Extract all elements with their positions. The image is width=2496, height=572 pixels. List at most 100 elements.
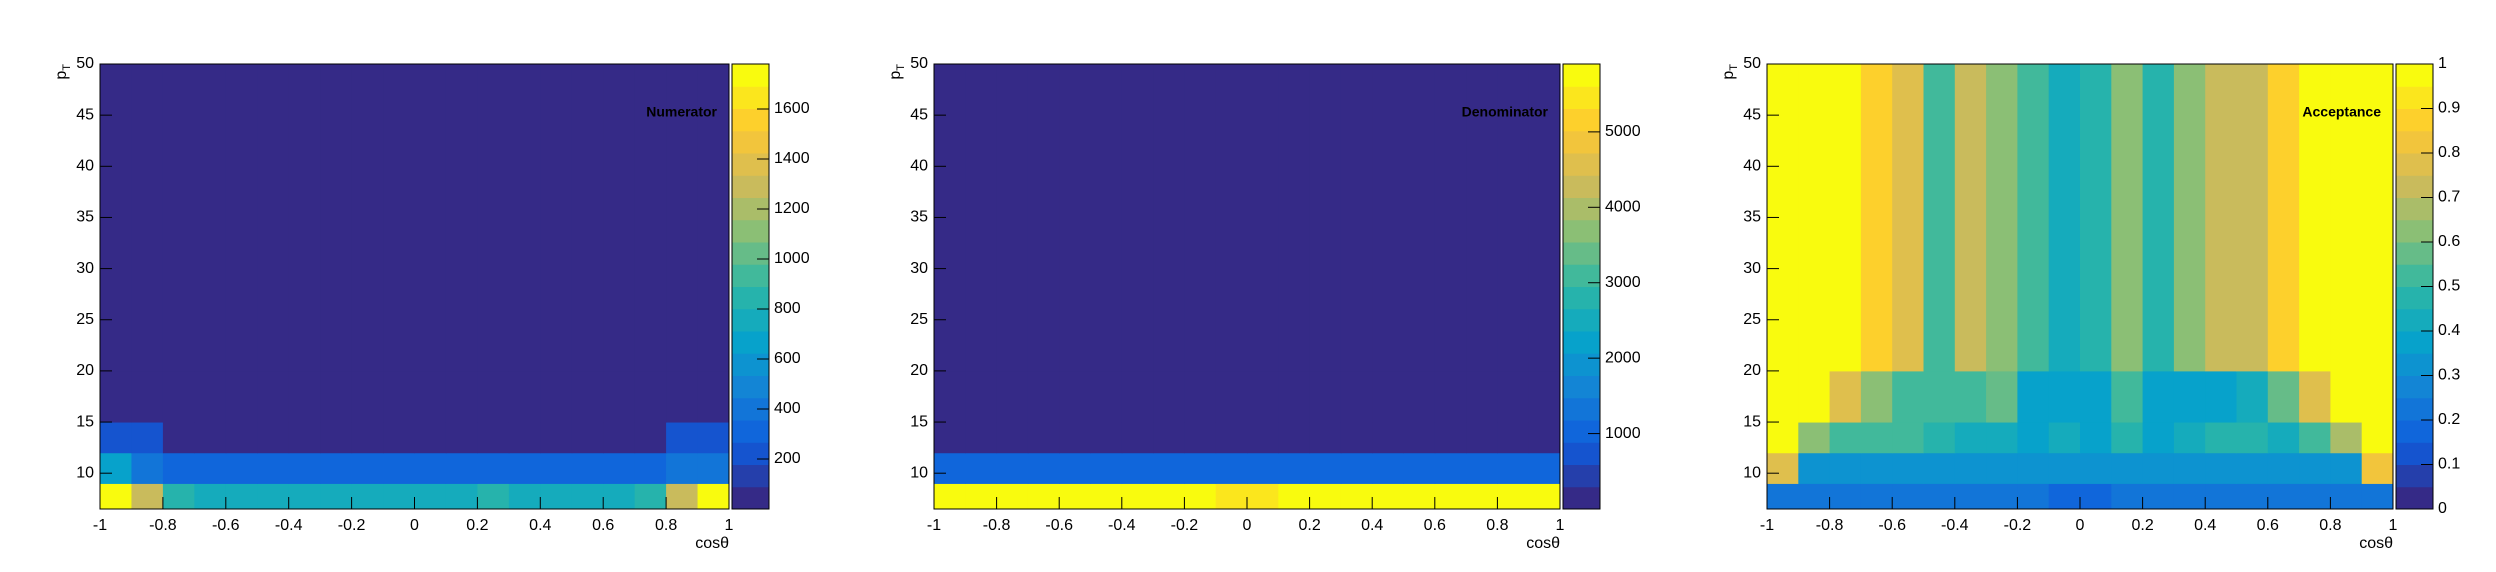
colorbar-band — [2396, 197, 2433, 221]
cell — [603, 452, 636, 484]
colorbar-band — [1563, 108, 1600, 132]
colorbar-band — [2396, 175, 2433, 198]
colorbar-band — [2396, 64, 2433, 87]
z-tick-label: 0.7 — [2438, 189, 2460, 206]
cell — [2330, 452, 2363, 484]
cell — [697, 370, 730, 423]
cell — [1954, 452, 1987, 484]
cell — [1372, 64, 1404, 372]
cell — [2330, 64, 2363, 372]
cell — [1215, 64, 1248, 372]
colorbar-band — [732, 286, 769, 310]
x-tick-label: 0.6 — [2257, 517, 2279, 534]
cell — [320, 452, 353, 484]
cell — [1340, 64, 1373, 372]
x-tick-label: -0.6 — [1045, 517, 1073, 534]
cell — [1829, 64, 1862, 372]
cell — [477, 483, 510, 510]
cell — [965, 370, 998, 423]
x-tick-label: -0.2 — [338, 517, 366, 534]
y-tick-label: 15 — [1743, 413, 1761, 430]
cell — [1860, 64, 1893, 372]
cell — [131, 483, 164, 510]
cell — [2080, 452, 2112, 484]
cell — [996, 370, 1029, 423]
cell — [666, 483, 699, 510]
colorbar-band — [2396, 108, 2433, 132]
x-tick-label: -0.8 — [149, 517, 177, 534]
y-tick-label: 30 — [910, 260, 928, 277]
x-tick-label: 0.6 — [592, 517, 614, 534]
cell — [414, 370, 447, 423]
cell — [1528, 452, 1561, 484]
y-tick-label: 40 — [910, 158, 928, 175]
colorbar-band — [2396, 242, 2433, 265]
x-tick-label: -1 — [927, 517, 941, 534]
cell — [1403, 452, 1436, 484]
cell — [2236, 64, 2269, 372]
cell — [2173, 370, 2206, 423]
y-axis-label-main: p — [887, 71, 904, 80]
cell — [1372, 370, 1404, 423]
colorbar-frame — [1562, 63, 1601, 510]
x-tick-label: -0.4 — [275, 517, 303, 534]
cell — [414, 64, 447, 372]
cell — [257, 422, 290, 454]
cell — [131, 370, 164, 423]
cell — [996, 64, 1029, 372]
x-tick-label: 1 — [725, 517, 734, 534]
z-tick-label: 2000 — [1605, 349, 1641, 366]
cell — [1121, 422, 1154, 454]
cell — [1986, 370, 2018, 423]
cell — [162, 422, 195, 454]
cell — [131, 452, 164, 484]
cell — [540, 452, 573, 484]
cell — [1340, 370, 1373, 423]
cell — [540, 370, 573, 423]
x-tick-label: 0.8 — [1486, 517, 1508, 534]
cell — [320, 422, 353, 454]
y-tick-label: 40 — [1743, 158, 1761, 175]
cell — [996, 483, 1029, 510]
cell — [257, 483, 290, 510]
cell — [383, 370, 415, 423]
y-axis-label: pT — [53, 64, 73, 80]
cell — [1466, 422, 1498, 454]
y-tick-label: 20 — [76, 362, 94, 379]
cell — [1027, 483, 1060, 510]
title: Numerator — [646, 104, 717, 120]
z-tick-label: 400 — [774, 400, 801, 417]
cell — [1278, 452, 1311, 484]
cell — [1798, 452, 1831, 484]
cell — [2330, 483, 2363, 510]
colorbar-band — [1563, 197, 1600, 221]
cell — [225, 370, 258, 423]
panel: -1 -0.8 -0.6 -0.4 -0.2 0 0.2 0.4 0.6 0.8 1 10 15 20 25… — [53, 55, 809, 552]
cell — [1528, 64, 1561, 372]
cell — [2111, 483, 2144, 510]
z-tick-label: 0.5 — [2438, 278, 2460, 295]
cell — [1027, 370, 1060, 423]
cell — [2299, 452, 2331, 484]
cell — [257, 64, 290, 372]
cell — [445, 370, 478, 423]
cell — [1215, 452, 1248, 484]
x-tick-label: 0.4 — [2194, 517, 2216, 534]
cell — [2361, 422, 2394, 454]
cell — [2048, 483, 2081, 510]
colorbar-band — [732, 420, 769, 443]
cell — [1767, 483, 1799, 510]
cell — [1027, 452, 1060, 484]
x-tick-label: -1 — [93, 517, 107, 534]
cell — [1829, 483, 1862, 510]
cell — [508, 64, 541, 372]
colorbar-band — [1563, 308, 1600, 332]
y-tick-label: 15 — [910, 413, 928, 430]
cell — [2267, 452, 2300, 484]
cell — [2111, 452, 2144, 484]
x-tick-label: 1 — [1556, 517, 1565, 534]
colorbar-band — [2396, 308, 2433, 332]
cell — [477, 64, 510, 372]
y-axis-label-main: p — [1720, 71, 1737, 80]
colorbar-band — [1563, 420, 1600, 443]
